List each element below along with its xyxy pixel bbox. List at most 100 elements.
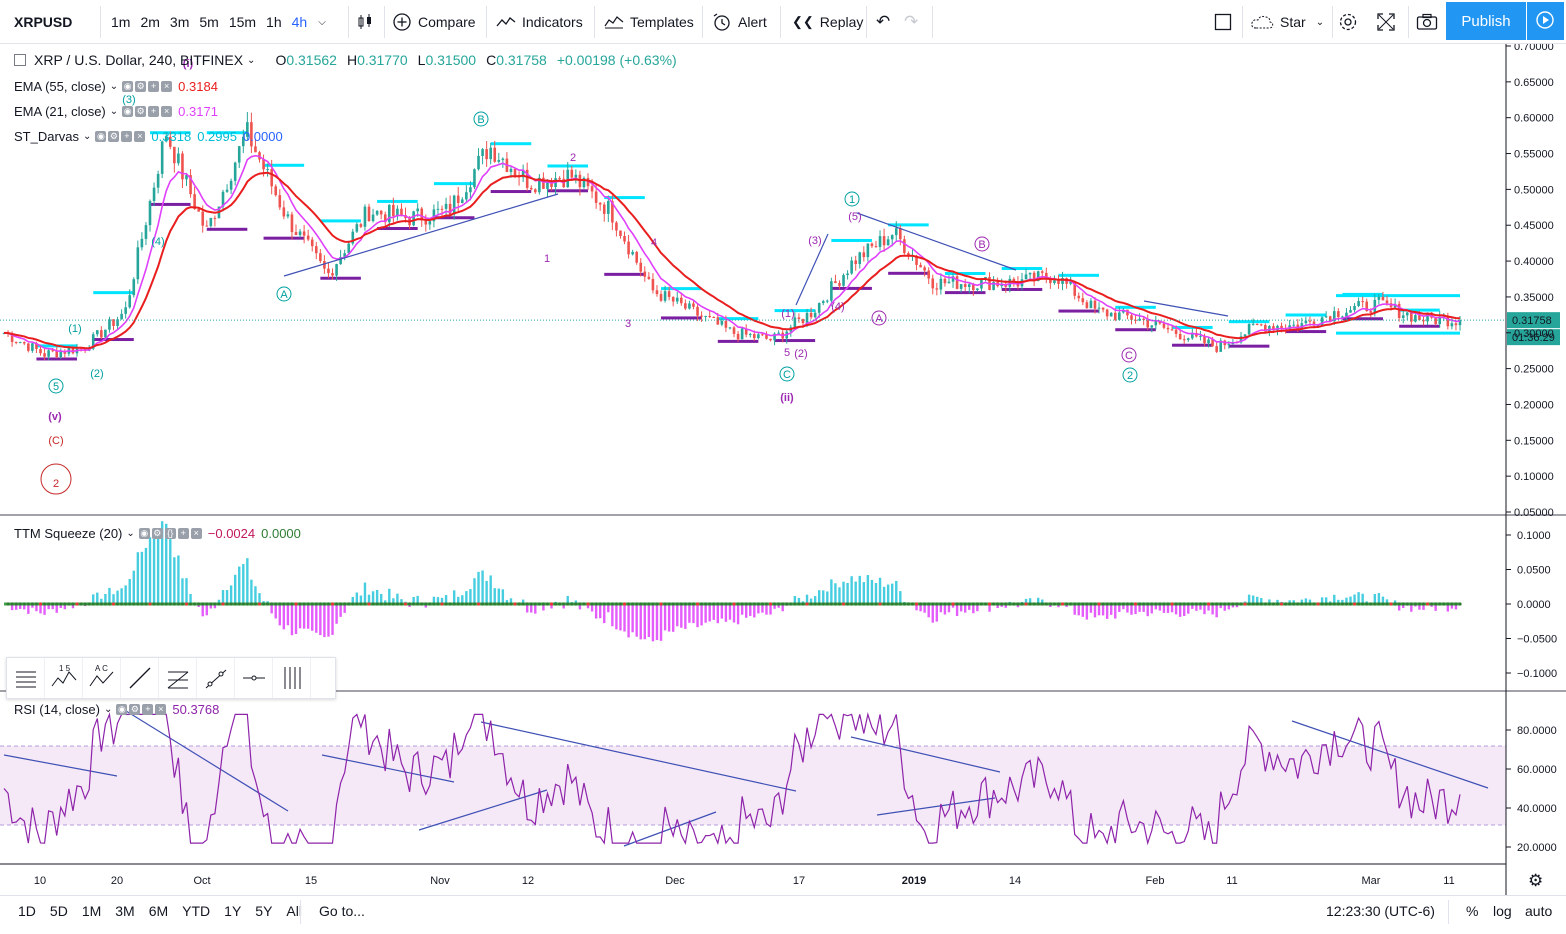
horizontal-lines-tool[interactable] [7, 658, 45, 698]
plus-icon[interactable]: + [121, 130, 133, 142]
chevron-down-icon[interactable]: ⌄ [103, 703, 113, 715]
alert-button[interactable]: Alert [712, 0, 767, 44]
horizontal-ray-tool[interactable] [235, 658, 273, 698]
ttm-bar [1454, 604, 1458, 610]
legend-controls[interactable]: ◉ ⚙{} + × [138, 527, 202, 539]
candle-body [1247, 323, 1251, 335]
trend-line-tool[interactable] [121, 658, 159, 698]
plus-icon[interactable]: + [148, 105, 160, 117]
indicators-button[interactable]: Indicators [496, 0, 583, 44]
interval-1h[interactable]: 1h [266, 14, 282, 30]
fullscreen-box-button[interactable] [1214, 0, 1232, 44]
eye-icon[interactable]: ◉ [95, 130, 107, 142]
interval-dropdown-icon[interactable]: ⌵ [318, 16, 326, 28]
log-toggle[interactable]: log [1493, 896, 1512, 926]
ttm-bar [927, 604, 930, 618]
ttm-legend[interactable]: TTM Squeeze (20) ⌄ ◉ ⚙{} + × −0.0024 0.0000 [14, 523, 301, 543]
publish-button[interactable]: Publish [1446, 2, 1526, 40]
interval-2m[interactable]: 2m [140, 14, 160, 30]
symbol-title[interactable]: XRP / U.S. Dollar, 240, BITFINEX [34, 52, 244, 68]
plus-icon[interactable]: + [177, 527, 189, 539]
darvas-legend[interactable]: ST_Darvas ⌄ ◉ ⚙ + × 0.3318 0.2995 0.0000 [14, 126, 283, 146]
goto-button[interactable]: Go to... [319, 896, 365, 926]
interval-3m[interactable]: 3m [169, 14, 190, 30]
percent-toggle[interactable]: % [1466, 896, 1478, 926]
chart-type-button[interactable] [356, 0, 374, 44]
price-axis-label: 0.20000 [1514, 399, 1554, 411]
range-all[interactable]: All [286, 903, 302, 919]
range-6m[interactable]: 6M [148, 903, 169, 919]
chevron-down-icon[interactable]: ⌄ [126, 527, 135, 539]
eye-icon[interactable]: ◉ [122, 80, 134, 92]
legend-controls[interactable]: ◉ ⚙ + × [122, 105, 173, 117]
gear-icon[interactable]: ⚙ [108, 130, 120, 142]
snapshot-button[interactable] [1416, 0, 1438, 44]
range-1y[interactable]: 1Y [224, 903, 242, 919]
plus-icon[interactable]: + [142, 703, 154, 715]
eye-icon[interactable]: ◉ [122, 105, 134, 117]
fib-tool[interactable] [159, 658, 197, 698]
close-icon[interactable]: × [134, 130, 146, 142]
close-icon[interactable]: × [161, 105, 173, 117]
compare-button[interactable]: Compare [392, 0, 476, 44]
auto-toggle[interactable]: auto [1525, 896, 1552, 926]
cloud-icon [1251, 15, 1274, 29]
legend-controls[interactable]: ◉ ⚙ + × [116, 703, 167, 715]
chevron-down-icon[interactable]: ⌄ [109, 80, 119, 92]
elliott-correction-tool[interactable]: A C [83, 658, 121, 698]
candle-body [748, 334, 752, 336]
close-icon[interactable]: × [190, 527, 202, 539]
range-3m[interactable]: 3M [115, 903, 135, 919]
ray-tool[interactable] [197, 658, 235, 698]
ttm-dot [598, 602, 602, 606]
ttm-bar [306, 604, 310, 629]
chevron-down-icon[interactable]: ⌄ [109, 105, 119, 117]
gear-icon[interactable]: ⚙ [151, 527, 163, 539]
close-icon[interactable]: × [161, 80, 173, 92]
settings-button[interactable] [1338, 0, 1358, 44]
undo-button[interactable]: ↶ [876, 0, 890, 44]
range-5d[interactable]: 5D [49, 903, 68, 919]
legend-controls[interactable]: ◉ ⚙ + × [122, 80, 173, 92]
close-icon[interactable]: × [155, 703, 167, 715]
symbol-search[interactable]: XRPUSD [14, 0, 72, 44]
clock[interactable]: 12:23:30 (UTC-6) [1326, 896, 1435, 926]
interval-1m[interactable]: 1m [111, 14, 131, 30]
ttm-bar [594, 604, 598, 619]
chart-canvas[interactable]: 0.31758 01:36:29 0.70000 0.65000 0.60000 0.55… [0, 44, 1566, 895]
templates-button[interactable]: Templates [604, 0, 694, 44]
gear-icon[interactable]: ⚙ [135, 80, 147, 92]
play-button[interactable] [1526, 2, 1564, 40]
ttm-dot [51, 602, 55, 606]
gear-icon[interactable]: ⚙ [135, 105, 147, 117]
chevron-down-icon[interactable]: ⌄ [247, 54, 256, 66]
interval-5m[interactable]: 5m [199, 14, 219, 30]
interval-4h[interactable]: 4h [291, 14, 308, 30]
star-button[interactable]: Star ⌄ [1250, 0, 1324, 44]
ema21-legend[interactable]: EMA (21, close) ⌄ ◉ ⚙ + × 0.3171 [14, 101, 218, 121]
legend-controls[interactable]: ◉ ⚙ + × [95, 130, 146, 142]
candle-body [424, 220, 428, 225]
chevron-down-icon[interactable]: ⌄ [83, 130, 92, 142]
interval-15m[interactable]: 15m [228, 14, 257, 30]
vertical-lines-tool[interactable] [273, 658, 311, 698]
range-5y[interactable]: 5Y [255, 903, 273, 919]
braces-icon[interactable]: {} [164, 527, 176, 539]
eye-icon[interactable]: ◉ [138, 527, 150, 539]
plus-icon[interactable]: + [148, 80, 160, 92]
range-1m[interactable]: 1M [81, 903, 102, 919]
fullscreen-button[interactable] [1376, 0, 1396, 44]
range-ytd[interactable]: YTD [182, 903, 211, 919]
replay-button[interactable]: ❮❮ Replay [792, 0, 863, 44]
gear-icon[interactable]: ⚙ [129, 703, 141, 715]
elliott-impulse-tool[interactable]: 1 5 [45, 658, 83, 698]
range-1d[interactable]: 1D [18, 903, 36, 919]
candle-body [1130, 315, 1133, 320]
candle-body [927, 270, 931, 279]
eye-icon[interactable]: ◉ [116, 703, 128, 715]
ttm-dot [1385, 602, 1389, 606]
ema55-legend[interactable]: EMA (55, close) ⌄ ◉ ⚙ + × 0.3184 [14, 76, 218, 96]
redo-button[interactable]: ↷ [904, 0, 918, 44]
collapse-icon[interactable] [14, 54, 26, 66]
rsi-legend[interactable]: RSI (14, close) ⌄ ◉ ⚙ + × 50.3768 [14, 699, 219, 719]
